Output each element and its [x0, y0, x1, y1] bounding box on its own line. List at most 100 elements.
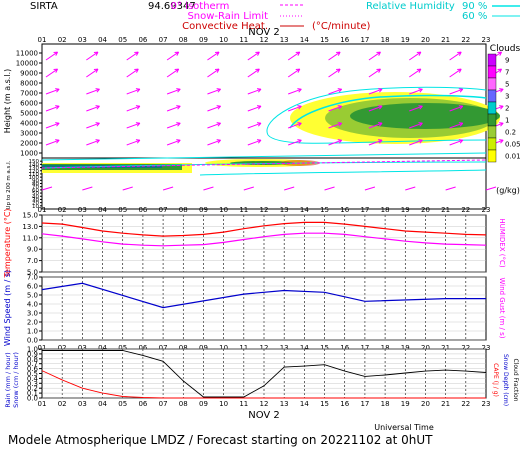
p2-ylabel: Temperature (°C): [3, 208, 12, 278]
p1-hour-label-04: 04: [98, 36, 107, 44]
wind-arrow-head: [419, 88, 423, 93]
wind-arrow-head: [297, 88, 302, 90]
wind-arrow-low: [284, 186, 295, 191]
p4-hour-label-08: 08: [179, 344, 188, 352]
p2-hour-label-15: 15: [320, 206, 329, 214]
p1-ytick-lower-label-110: 110: [29, 172, 40, 178]
p1-hour-label-12: 12: [260, 36, 269, 44]
p3-ytick-label-0.0: 0.0: [27, 337, 38, 345]
wind-arrow: [368, 51, 381, 61]
wind-arrow-head: [298, 139, 302, 144]
colorbar-swatch-0.2: [487, 125, 497, 139]
wind-arrow: [86, 51, 99, 61]
colorbar-label-9: 9: [505, 57, 509, 65]
p4-hour-label-12: 12: [260, 344, 269, 352]
colorbar-label-5: 5: [505, 81, 509, 89]
wind-arrow-head: [216, 122, 221, 124]
p4-ytick-label-0.2: 0.2: [27, 385, 38, 393]
wind-arrow-head: [378, 105, 383, 107]
xlabel-universal-time: Universal Time: [374, 423, 434, 432]
wind-arrow-head: [256, 88, 262, 90]
colorbar-label-2: 2: [505, 105, 509, 113]
cloud-green-upper: [350, 103, 500, 129]
wind-arrow-head: [458, 51, 462, 56]
wind-arrow-head: [176, 51, 180, 56]
wind-arrow-head: [418, 68, 422, 73]
wind-arrow: [45, 68, 58, 78]
wind-arrow-head: [256, 139, 262, 141]
wind-arrow-head: [96, 139, 100, 144]
p2-series-humidex: [41, 232, 487, 247]
legend-rh-label: Relative Humidity: [366, 1, 455, 12]
wind-arrow-head: [378, 139, 383, 141]
p3-ylabel: Wind Speed (m / s): [3, 270, 12, 346]
wind-arrow: [45, 122, 60, 129]
wind-arrow-head: [338, 122, 343, 127]
p4-hour-label-10: 10: [219, 344, 228, 352]
wind-arrow-head: [379, 139, 383, 144]
wind-arrow-low: [203, 186, 214, 191]
colorbar-swatch-2: [487, 101, 497, 115]
wind-arrow: [166, 139, 181, 146]
p3-ytick-label-3.0: 3.0: [27, 310, 38, 318]
isotherm-line: [41, 159, 487, 169]
p1-ytick-label-4000: 4000: [20, 120, 38, 128]
wind-arrow-head: [459, 122, 464, 127]
wind-arrow-head: [500, 105, 504, 110]
wind-arrow-head: [177, 88, 181, 93]
p4-ylabel-right3: Cloud Fraction: [512, 359, 519, 402]
p2-hour-label-10: 10: [219, 206, 228, 214]
wind-arrow: [247, 68, 260, 78]
wind-arrow: [288, 122, 302, 129]
wind-arrow-head: [337, 139, 342, 141]
wind-arrow-head: [257, 105, 262, 110]
wind-arrow: [368, 88, 383, 95]
wind-arrow-head: [135, 105, 140, 107]
colorbar-swatch-3: [487, 89, 497, 103]
wind-arrow-head: [418, 122, 423, 124]
p4b-hour-label-22: 22: [461, 400, 470, 408]
wind-arrow: [288, 139, 302, 146]
wind-arrow-head: [378, 122, 383, 124]
wind-arrow-head: [378, 88, 383, 90]
p2-hour-label-11: 11: [239, 206, 248, 214]
p1-hour-label-19: 19: [401, 36, 410, 44]
wind-arrow-head: [136, 88, 141, 93]
p1-hour-label-10: 10: [219, 36, 228, 44]
wind-arrow: [247, 139, 262, 146]
wind-arrow-head: [177, 139, 181, 144]
wind-arrow-head: [176, 139, 181, 141]
p4-hour-label-06: 06: [138, 344, 147, 352]
wind-arrow-head: [418, 105, 423, 107]
wind-arrow-head: [95, 122, 100, 124]
wind-arrow: [45, 51, 58, 61]
legend-rh-60: 60 %: [462, 11, 487, 22]
wind-arrow: [368, 68, 381, 78]
p1-hour-label-21: 21: [441, 36, 450, 44]
p4-hour-label-14: 14: [300, 344, 309, 352]
p4-ytick-label-0.4: 0.4: [27, 375, 39, 383]
p4b-hour-label-07: 07: [159, 400, 168, 408]
wind-arrow-head: [418, 139, 423, 141]
wind-arrow-head: [55, 51, 59, 56]
p3-ytick-label-5.0: 5.0: [27, 292, 38, 300]
wind-arrow-head: [297, 51, 301, 56]
wind-arrow-head: [499, 51, 503, 56]
wind-arrow: [449, 105, 463, 112]
p4-ytick-label-1.0: 1.0: [27, 346, 38, 354]
p1-ytick-lower-label-60: 60: [32, 188, 39, 194]
wind-arrow-low: [364, 186, 376, 191]
wind-arrow-head: [217, 88, 221, 93]
p3-ytick-label-2.0: 2.0: [27, 319, 38, 327]
p4b-hour-label-19: 19: [401, 400, 410, 408]
wind-arrow-head: [135, 139, 140, 141]
p2-hour-label-08: 08: [179, 206, 188, 214]
wind-arrow-head: [418, 51, 422, 56]
p2-hour-label-12: 12: [260, 206, 269, 214]
p1-ytick-label-11000: 11000: [16, 50, 38, 58]
wind-arrow: [449, 88, 463, 95]
wind-arrow-head: [96, 88, 100, 93]
p4-hour-label-21: 21: [441, 344, 450, 352]
wind-arrow: [409, 88, 423, 95]
p1-ytick-lower-label-120: 120: [29, 169, 40, 175]
